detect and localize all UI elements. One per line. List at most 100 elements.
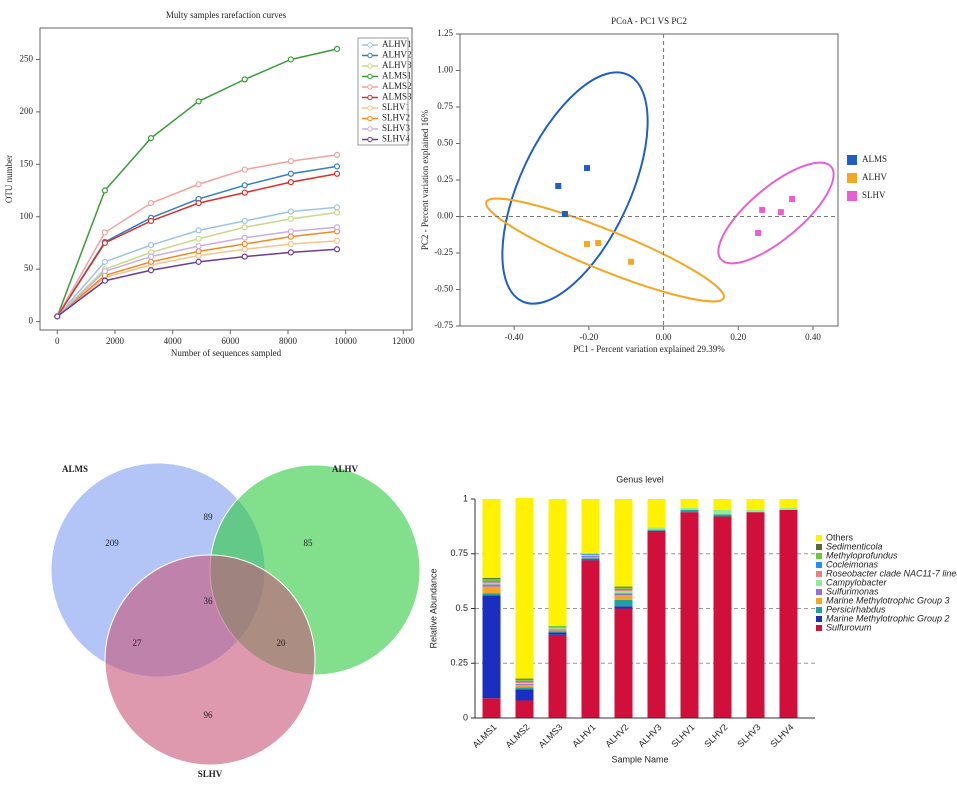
point bbox=[333, 151, 341, 158]
venn-set-label: SLHV bbox=[198, 769, 223, 779]
legend-marker bbox=[367, 115, 373, 122]
y-tick-label: 0.25 bbox=[450, 658, 468, 668]
bar-segment bbox=[548, 631, 567, 633]
y-tick-label: 1.00 bbox=[437, 65, 453, 75]
x-tick-label: ALHV2 bbox=[603, 722, 630, 749]
point bbox=[555, 182, 562, 189]
point bbox=[287, 240, 294, 248]
y-tick-label: 1.25 bbox=[437, 28, 453, 38]
legend-swatch bbox=[816, 553, 822, 559]
y-tick-label: 100 bbox=[20, 211, 34, 221]
bar-segment bbox=[482, 582, 501, 584]
y-tick-label: 0.00 bbox=[437, 211, 453, 221]
point bbox=[241, 240, 248, 248]
x-tick-label: ALMS3 bbox=[537, 722, 565, 750]
bar-segment bbox=[482, 584, 501, 587]
legend-box bbox=[357, 37, 409, 146]
bar-segment bbox=[515, 682, 534, 685]
point bbox=[147, 253, 155, 260]
bar-segment bbox=[515, 689, 534, 701]
point bbox=[333, 45, 341, 53]
x-tick-label: 10000 bbox=[334, 336, 357, 346]
bar-segment bbox=[581, 555, 600, 558]
legend-marker bbox=[367, 73, 373, 80]
point bbox=[333, 209, 341, 216]
point bbox=[561, 211, 568, 218]
bar-segment bbox=[515, 679, 534, 681]
point bbox=[147, 241, 155, 249]
x-tick-label: 0.20 bbox=[730, 332, 746, 342]
bar-segment bbox=[746, 509, 765, 513]
legend-label: ALHV1 bbox=[382, 39, 412, 49]
legend-label: Marine Methylotrophic Group 3 bbox=[826, 595, 950, 605]
point bbox=[777, 209, 784, 216]
legend-label: SLHV1 bbox=[382, 102, 410, 112]
legend-label: ALHV bbox=[862, 172, 887, 182]
venn-count: 27 bbox=[133, 638, 143, 648]
y-tick-label: 0.50 bbox=[437, 138, 453, 148]
venn-count: 89 bbox=[204, 512, 214, 522]
bar-segment bbox=[548, 632, 567, 635]
bar-segment bbox=[581, 557, 600, 559]
venn-set-label: ALMS bbox=[62, 464, 88, 474]
point bbox=[333, 163, 341, 170]
bar-segment bbox=[548, 499, 567, 627]
bar-segment bbox=[779, 499, 798, 508]
y-tick-label: 250 bbox=[20, 54, 34, 64]
y-tick-label: -0.75 bbox=[434, 320, 453, 330]
y-tick-label: -0.25 bbox=[434, 247, 453, 257]
point bbox=[333, 224, 341, 231]
point bbox=[287, 233, 294, 240]
bar-segment bbox=[779, 507, 798, 510]
bar-segment bbox=[548, 630, 567, 632]
point bbox=[195, 227, 202, 234]
point bbox=[333, 237, 341, 244]
legend-label: Marine Methylotrophic Group 2 bbox=[826, 613, 950, 623]
x-tick-label: -0.20 bbox=[579, 332, 598, 342]
legend-label: Roseobacter clade NAC11-7 lineage bbox=[826, 568, 957, 578]
alms-ellipse bbox=[501, 71, 649, 305]
point bbox=[789, 195, 796, 202]
chart-title: Genus level bbox=[616, 474, 664, 484]
point bbox=[583, 165, 590, 172]
point bbox=[595, 240, 602, 247]
legend-marker bbox=[367, 105, 373, 111]
bar-segment bbox=[581, 560, 600, 718]
legend-marker bbox=[367, 42, 373, 48]
legend-swatch bbox=[847, 191, 857, 201]
bar-segment bbox=[482, 586, 501, 594]
bar-segment bbox=[515, 497, 534, 679]
point bbox=[241, 234, 248, 241]
legend-label: SLHV bbox=[862, 190, 886, 200]
legend-label: Persicirhabdus bbox=[826, 604, 886, 614]
point bbox=[287, 179, 294, 186]
y-axis-label: Relative Abundance bbox=[428, 568, 438, 648]
venn-count: 96 bbox=[204, 710, 214, 720]
point bbox=[195, 243, 202, 250]
y-tick-label: -0.50 bbox=[434, 284, 453, 294]
legend-swatch bbox=[816, 544, 822, 550]
chart-title: PCoA - PC1 VS PC2 bbox=[611, 16, 687, 26]
point bbox=[101, 229, 108, 236]
bar-segment bbox=[581, 499, 600, 554]
point bbox=[241, 253, 248, 260]
plot-frame bbox=[459, 33, 839, 327]
bar-segment bbox=[647, 499, 666, 528]
slhv-ellipse bbox=[717, 161, 835, 265]
bar-segment bbox=[515, 685, 534, 688]
x-tick-label: SLHV1 bbox=[669, 722, 696, 749]
bar-segment bbox=[548, 627, 567, 629]
legend-label: ALMS2 bbox=[382, 81, 412, 91]
chart-title: Multy samples rarefaction curves bbox=[166, 10, 287, 20]
x-tick-label: 8000 bbox=[279, 336, 298, 346]
bar-segment bbox=[614, 608, 633, 718]
point bbox=[195, 98, 202, 105]
point bbox=[287, 56, 294, 63]
x-tick-label: 0.40 bbox=[805, 332, 821, 342]
bar-segment bbox=[614, 595, 633, 600]
plot-frame bbox=[39, 27, 413, 331]
x-tick-label: 4000 bbox=[164, 336, 183, 346]
point bbox=[195, 235, 202, 242]
bar-chart: 0 0.25 0.5 0.75 1 ALMS1 ALMS2 ALMS3 ALHV1 ALHV2 AL… bbox=[428, 474, 957, 764]
x-tick-label: SLHV2 bbox=[702, 722, 729, 749]
